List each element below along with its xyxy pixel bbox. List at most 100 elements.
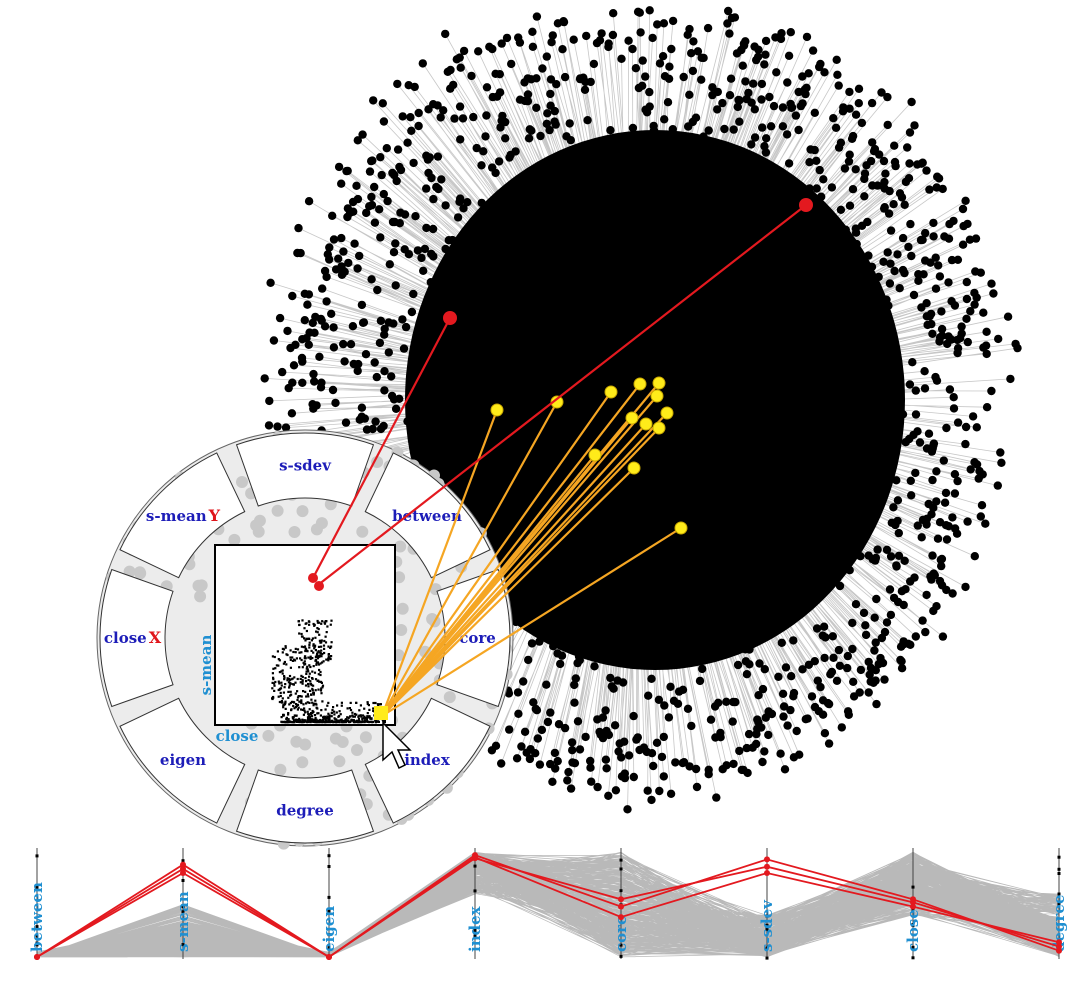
network-node — [939, 456, 948, 465]
scatter-point — [366, 712, 369, 715]
network-node — [833, 70, 842, 80]
network-node — [479, 147, 488, 156]
network-node — [845, 104, 854, 113]
network-node — [942, 423, 951, 433]
network-node — [524, 655, 533, 665]
network-node — [441, 29, 450, 39]
lens-segment-s-mean[interactable]: s-mean Y — [119, 452, 246, 579]
lens-segment-shape — [364, 452, 491, 579]
network-node — [444, 236, 453, 245]
scatter-point — [321, 684, 325, 687]
scatter-point — [309, 680, 312, 683]
network-node — [563, 776, 572, 785]
selection-link-line — [381, 383, 641, 717]
lens-segment-s-sdev[interactable]: s-sdev — [235, 432, 375, 507]
network-node — [357, 403, 367, 412]
scatter-point — [369, 717, 372, 720]
selected-node — [550, 395, 564, 409]
network-node — [379, 117, 389, 126]
lens-segment-index[interactable]: index — [364, 697, 491, 824]
scatter-point — [280, 670, 283, 673]
lens-segment-degree[interactable]: degree — [235, 769, 375, 844]
scatter-point — [310, 693, 313, 696]
network-node — [949, 404, 959, 413]
pc-axis-eigen[interactable]: eigen — [320, 848, 338, 959]
network-node — [848, 131, 858, 141]
network-node — [353, 264, 362, 273]
pc-axis-point — [473, 936, 477, 940]
pc-axis-close[interactable]: close — [904, 848, 922, 960]
network-node — [920, 367, 929, 376]
lens-segment-between[interactable]: between — [364, 452, 491, 579]
network-node — [645, 6, 654, 15]
network-node — [502, 33, 512, 43]
network-node — [921, 627, 930, 637]
network-node — [861, 630, 871, 640]
network-node — [660, 115, 669, 124]
scatter-point — [317, 688, 320, 691]
lens-segment-core[interactable]: core — [436, 568, 511, 708]
scatter-point — [277, 695, 280, 698]
scatter-point — [287, 712, 290, 715]
network-node — [312, 401, 321, 410]
network-node — [819, 622, 829, 631]
network-node — [810, 145, 819, 155]
selected-node — [588, 448, 602, 462]
network-node — [957, 322, 966, 331]
scatter-point — [349, 701, 352, 704]
lens-segment-eigen[interactable]: eigen — [119, 697, 246, 824]
network-node — [683, 30, 692, 39]
pc-axis-between[interactable]: between — [28, 848, 46, 959]
scatter-point — [311, 719, 314, 722]
pc-axis-point — [181, 910, 185, 914]
network-node — [996, 448, 1005, 457]
network-node — [935, 272, 945, 281]
pc-highlight-point — [472, 854, 478, 861]
network-node — [872, 594, 881, 604]
network-node — [733, 102, 742, 112]
pc-axis-label: s-sdev — [758, 899, 776, 952]
pc-axis-index[interactable]: index — [466, 848, 484, 959]
scatter-point — [291, 677, 294, 680]
network-node — [976, 512, 985, 521]
pc-axis-point — [765, 956, 769, 960]
network-node — [880, 204, 889, 213]
scatter-point — [367, 716, 370, 719]
network-node — [372, 372, 381, 382]
network-node — [870, 646, 879, 655]
network-node — [289, 361, 299, 370]
network-node — [968, 412, 978, 421]
network-node — [914, 276, 923, 285]
network-node — [703, 23, 713, 33]
network-node — [981, 341, 991, 350]
pc-highlight-point — [34, 954, 40, 960]
network-node — [298, 378, 307, 387]
scatter-point — [319, 689, 323, 692]
scatter-point — [288, 679, 291, 682]
network-node — [794, 125, 803, 135]
network-node — [358, 130, 367, 139]
scatter-point — [339, 713, 342, 716]
network-node — [862, 161, 871, 170]
parallel-coordinates[interactable]: between s-mean eigen index core s-sdev close de… — [28, 848, 1068, 960]
network-node — [924, 429, 934, 438]
scatter-point — [298, 632, 301, 635]
network-node — [695, 676, 705, 686]
network-node — [807, 692, 817, 701]
scatter-point — [353, 715, 356, 718]
lens-segment-close[interactable]: close X — [99, 568, 174, 708]
network-node — [843, 651, 852, 661]
network-node — [907, 491, 916, 500]
scatter-point — [300, 645, 303, 648]
scatter-point — [371, 720, 374, 723]
scatter-point — [299, 721, 302, 724]
network-node — [897, 193, 907, 202]
network-node — [339, 247, 348, 256]
network-node — [507, 59, 516, 69]
scatter-point — [353, 720, 356, 723]
network-node — [376, 316, 386, 325]
scatter-point — [322, 660, 325, 663]
scatter-point — [320, 645, 323, 648]
